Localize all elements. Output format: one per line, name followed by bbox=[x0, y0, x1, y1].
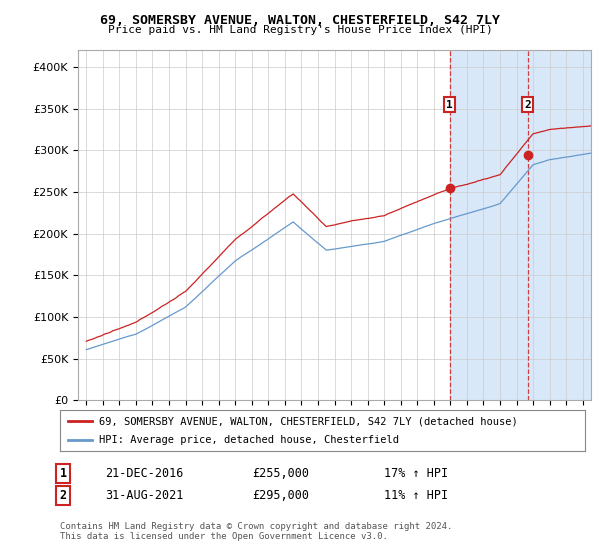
Text: 17% ↑ HPI: 17% ↑ HPI bbox=[384, 466, 448, 480]
Text: Contains HM Land Registry data © Crown copyright and database right 2024.
This d: Contains HM Land Registry data © Crown c… bbox=[60, 522, 452, 542]
Text: 69, SOMERSBY AVENUE, WALTON, CHESTERFIELD, S42 7LY (detached house): 69, SOMERSBY AVENUE, WALTON, CHESTERFIEL… bbox=[100, 417, 518, 426]
Text: HPI: Average price, detached house, Chesterfield: HPI: Average price, detached house, Ches… bbox=[100, 435, 400, 445]
Text: Price paid vs. HM Land Registry's House Price Index (HPI): Price paid vs. HM Land Registry's House … bbox=[107, 25, 493, 35]
Text: 31-AUG-2021: 31-AUG-2021 bbox=[105, 489, 184, 502]
Text: 11% ↑ HPI: 11% ↑ HPI bbox=[384, 489, 448, 502]
Text: 2: 2 bbox=[524, 100, 531, 110]
Text: 1: 1 bbox=[59, 466, 67, 480]
Text: 2: 2 bbox=[59, 489, 67, 502]
Text: 21-DEC-2016: 21-DEC-2016 bbox=[105, 466, 184, 480]
Text: £295,000: £295,000 bbox=[252, 489, 309, 502]
Text: 69, SOMERSBY AVENUE, WALTON, CHESTERFIELD, S42 7LY: 69, SOMERSBY AVENUE, WALTON, CHESTERFIEL… bbox=[100, 14, 500, 27]
Text: 1: 1 bbox=[446, 100, 453, 110]
Text: £255,000: £255,000 bbox=[252, 466, 309, 480]
Bar bbox=[450, 50, 600, 400]
